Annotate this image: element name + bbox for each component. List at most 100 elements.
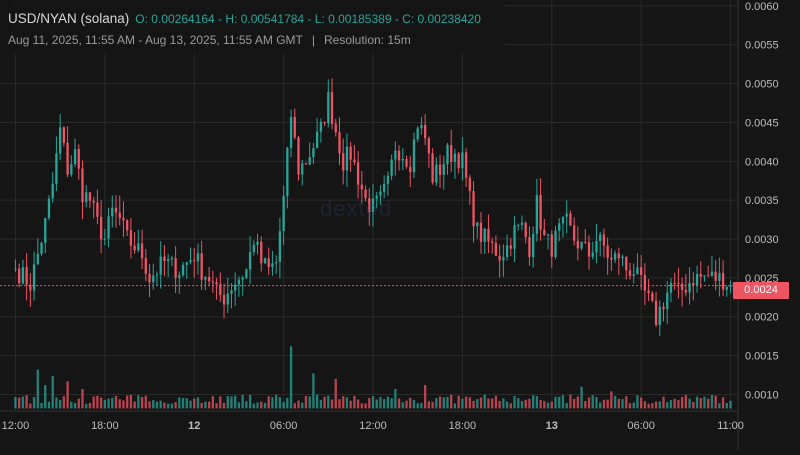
volume-bar xyxy=(491,398,494,409)
price-tick-label: 0.0030 xyxy=(745,234,779,246)
volume-bar xyxy=(714,395,717,409)
volume-bar xyxy=(211,396,215,409)
volume-bar xyxy=(81,389,84,409)
candle-body xyxy=(688,282,691,293)
candle-body xyxy=(621,256,624,259)
volume-bar xyxy=(275,394,278,409)
candle-body xyxy=(729,285,732,287)
price-tick-label: 0.0035 xyxy=(745,195,779,207)
candle-body xyxy=(412,139,416,173)
candle-body xyxy=(379,191,382,196)
candle-body xyxy=(58,127,62,154)
price-tick-label: 0.0010 xyxy=(745,389,779,401)
price-axis[interactable]: 0.0060 0.0055 0.0050 0.0045 0.0040 0.0035 0.00… xyxy=(745,1,779,402)
candle-body xyxy=(502,257,505,261)
volume-bar xyxy=(293,403,296,409)
candle-body xyxy=(707,275,710,277)
candle-body xyxy=(420,124,423,129)
price-tick-label: 0.0060 xyxy=(745,1,779,13)
candle-body xyxy=(148,273,151,283)
volume-bar xyxy=(584,401,587,409)
volume-bar xyxy=(427,401,431,409)
candle-body xyxy=(111,207,114,217)
candle-body xyxy=(267,258,270,268)
volume-bar xyxy=(103,399,106,409)
candle-body xyxy=(487,228,490,242)
candle-body xyxy=(342,153,345,171)
candle-body xyxy=(699,273,702,277)
volume-bar xyxy=(62,396,66,409)
candle-body xyxy=(159,256,162,275)
candle-body xyxy=(211,281,215,283)
volume-bar xyxy=(219,396,222,409)
candle-body xyxy=(584,241,587,243)
candle-body xyxy=(103,238,106,240)
volume-bar xyxy=(643,401,647,409)
candle-body xyxy=(386,175,390,185)
candle-body xyxy=(416,128,419,140)
volume-bar xyxy=(92,396,95,409)
volume-bar xyxy=(401,402,404,409)
volume-bar xyxy=(44,385,47,409)
volume-bar xyxy=(554,396,557,409)
volume-bar xyxy=(248,394,252,409)
volume-bar xyxy=(148,401,151,409)
time-axis[interactable]: 12:00 18:00 12 06:00 12:00 18:00 13 06:00 11:00 xyxy=(2,420,744,432)
volume-bar xyxy=(595,397,598,409)
candle-body xyxy=(107,216,110,239)
candle-body xyxy=(230,290,233,294)
candle-body xyxy=(353,159,356,163)
candle-body xyxy=(725,286,728,290)
volume-bar xyxy=(278,397,282,409)
legend-sub-line: Aug 11, 2025, 11:55 AM - Aug 13, 2025, 1… xyxy=(8,33,411,47)
time-tick-label: 12 xyxy=(188,420,200,432)
candle-body xyxy=(219,284,222,296)
candle-body xyxy=(602,234,606,246)
candle-body xyxy=(517,224,520,226)
volume-bar xyxy=(695,396,699,409)
volume-bar xyxy=(513,395,516,409)
volume-bar xyxy=(144,395,147,409)
candle-body xyxy=(438,164,442,175)
candle-body xyxy=(338,132,341,154)
candle-body xyxy=(166,259,170,262)
volume-bar xyxy=(699,398,702,409)
volume-bar xyxy=(654,401,658,409)
candle-body xyxy=(647,290,650,294)
candle-body xyxy=(155,274,159,276)
candle-body xyxy=(334,123,337,133)
candle-body xyxy=(297,137,300,175)
volume-bar xyxy=(122,400,125,409)
candle-body xyxy=(692,282,695,286)
volume-bar xyxy=(599,402,602,409)
candle-body xyxy=(29,284,32,291)
volume-bar xyxy=(531,395,535,409)
candle-body xyxy=(427,138,431,154)
volume-bar xyxy=(315,394,319,409)
volume-bar xyxy=(304,395,308,409)
volume-bar xyxy=(368,397,371,409)
candle-body xyxy=(662,306,665,310)
time-tick-label: 11:00 xyxy=(717,420,744,432)
candle-body xyxy=(580,241,583,249)
candle-body xyxy=(677,282,680,284)
time-tick-label: 13 xyxy=(546,420,558,432)
candle-body xyxy=(524,222,527,238)
candle-body xyxy=(204,276,207,280)
volume-bar xyxy=(96,395,99,409)
candle-body xyxy=(18,268,21,284)
candle-body xyxy=(140,243,144,259)
volume-bar xyxy=(725,403,728,409)
candle-body xyxy=(85,192,88,203)
candle-body xyxy=(196,253,200,262)
volume-bar xyxy=(420,402,423,409)
candle-body xyxy=(248,252,252,270)
candle-body xyxy=(356,162,360,185)
volume-bar xyxy=(520,401,524,409)
volume-bar xyxy=(524,399,527,409)
volume-bar xyxy=(375,399,378,409)
candle-body xyxy=(550,234,553,257)
volume-bar xyxy=(107,398,110,409)
